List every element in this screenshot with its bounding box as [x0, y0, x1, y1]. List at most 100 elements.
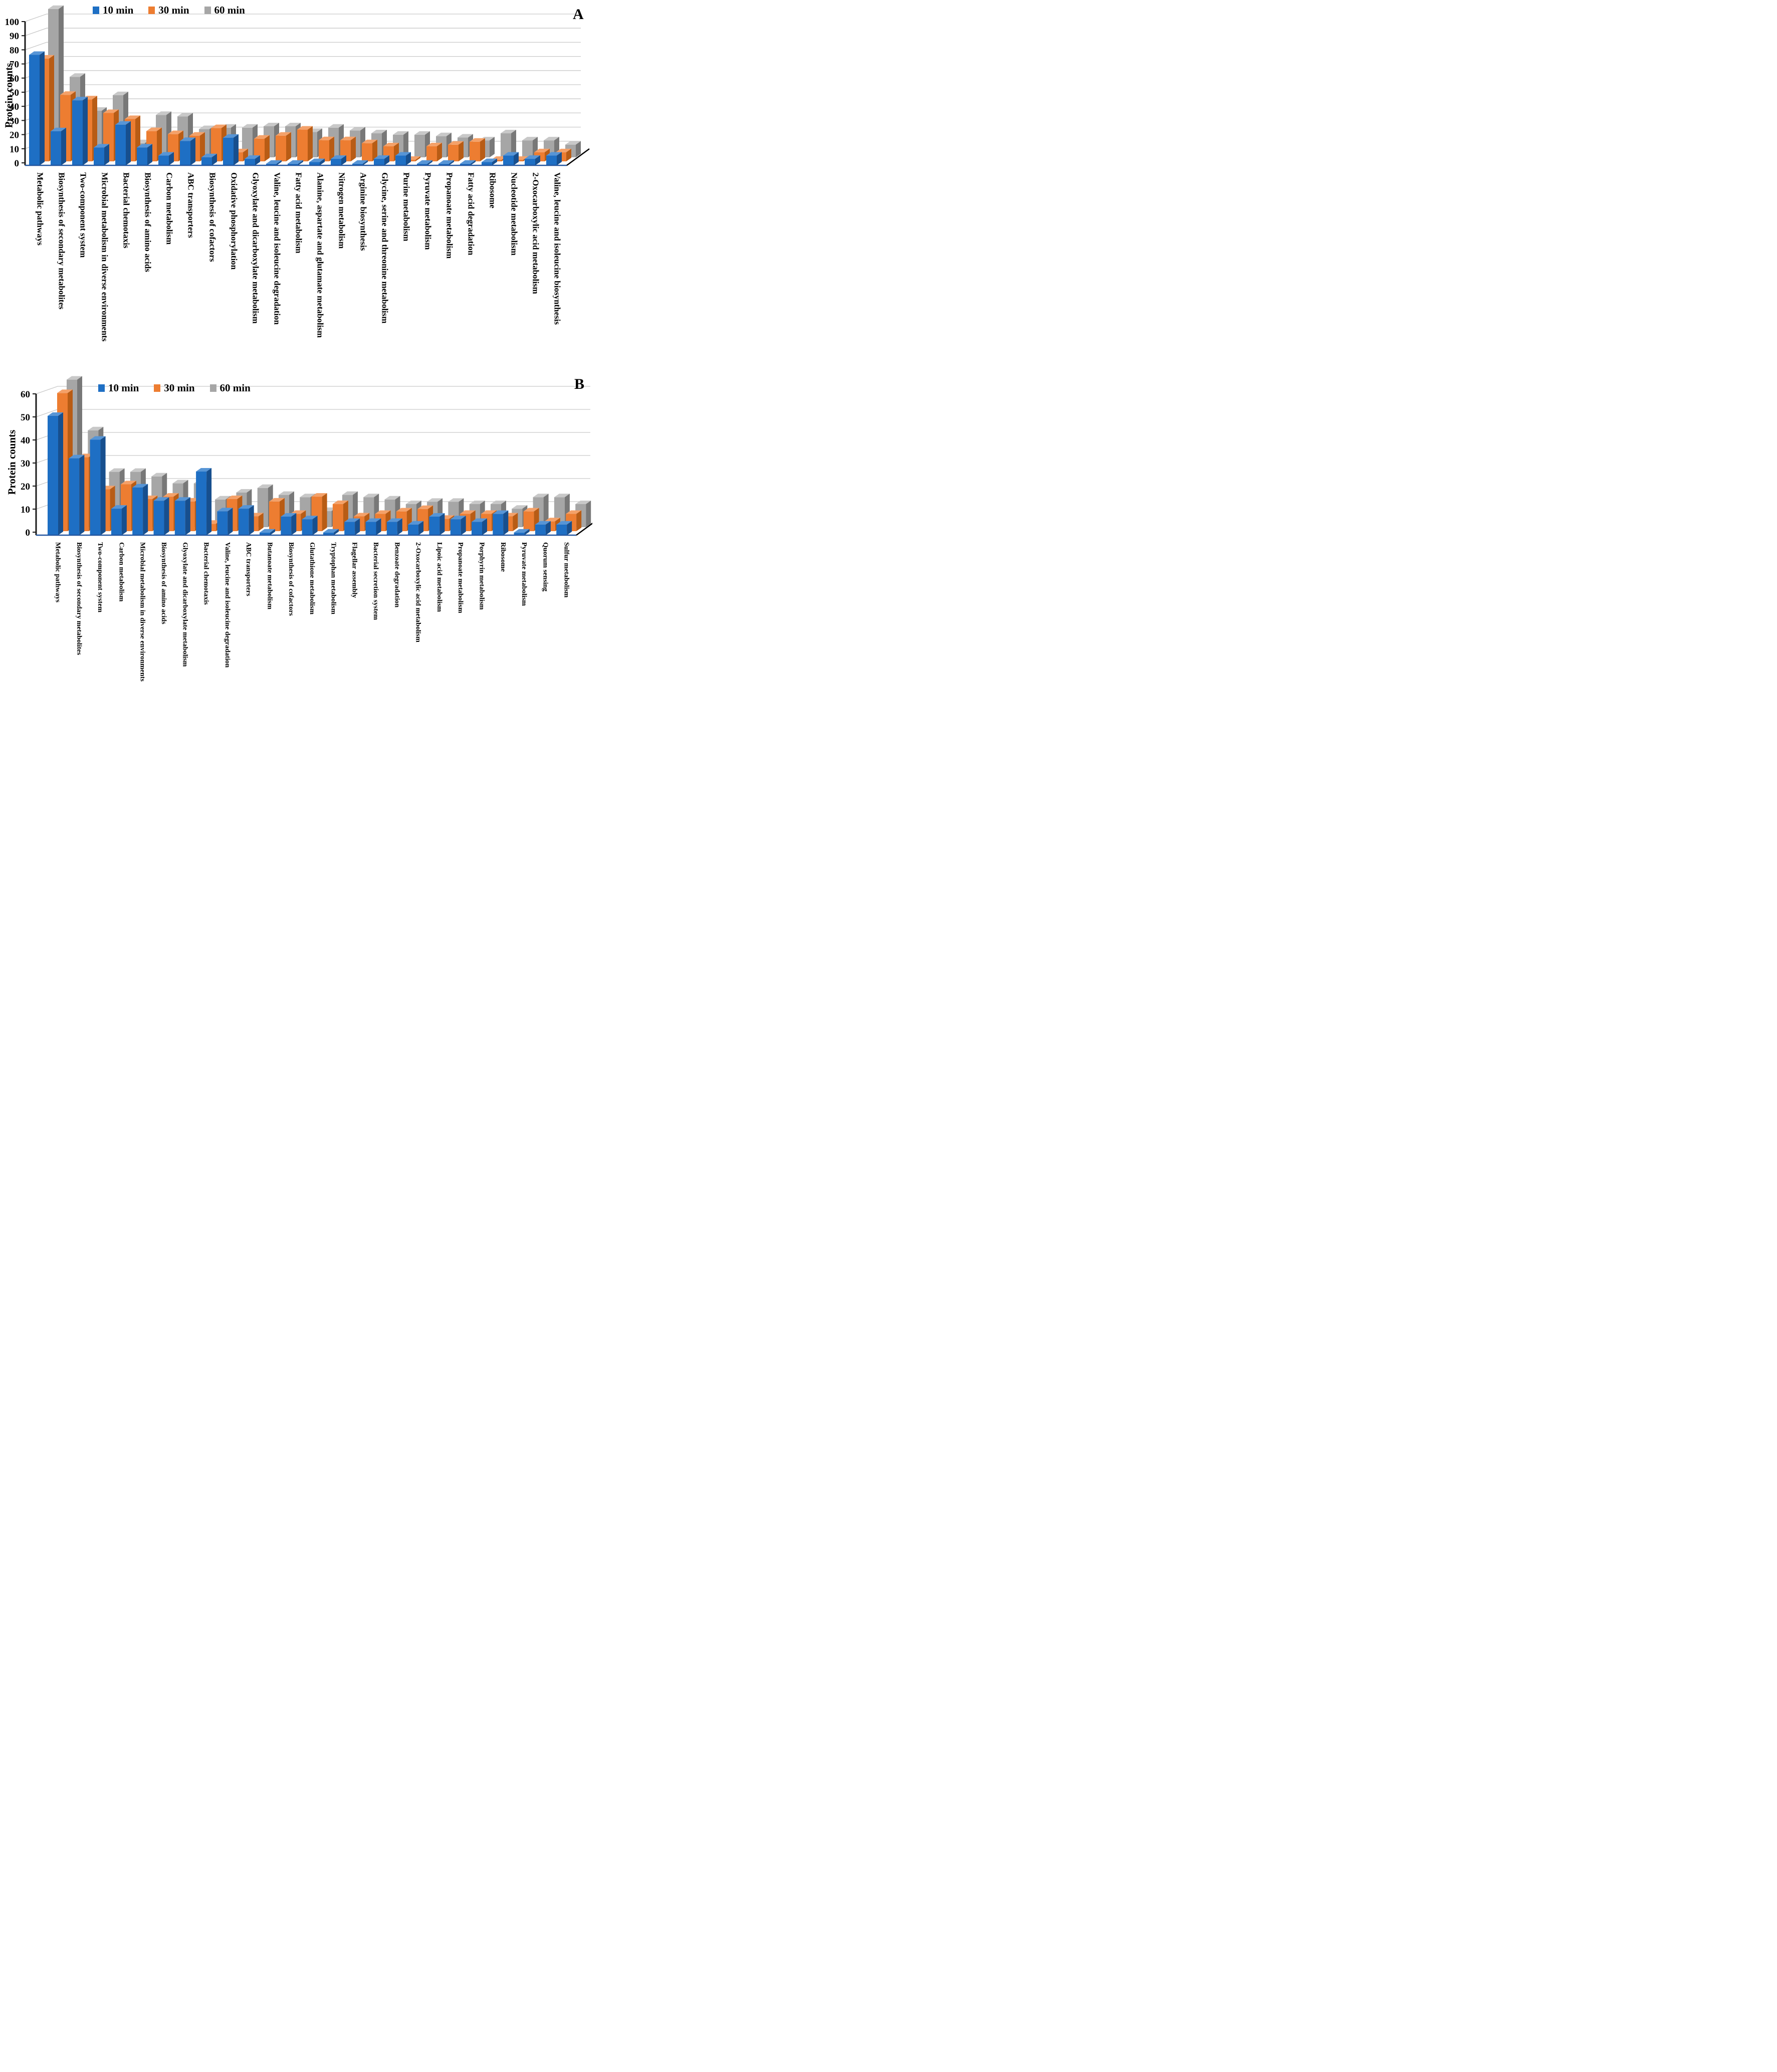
bar-10-min	[174, 497, 190, 535]
legend-label: 60 min	[214, 4, 245, 16]
bar-group	[115, 115, 150, 165]
bar-30-min	[276, 132, 291, 161]
grid-line	[25, 56, 581, 65]
category-label: Arginine biosynthesis	[359, 172, 368, 251]
bar-30-min	[426, 142, 442, 161]
bar-10-min	[429, 513, 445, 535]
bar-group	[503, 137, 538, 165]
bar-10-min	[302, 516, 318, 535]
category-label: 2-Oxocarboxylic acid metabolism	[414, 542, 422, 642]
bar-10-min	[472, 518, 487, 535]
y-tick-label: 0	[26, 528, 31, 538]
legend-label: 60 min	[219, 382, 251, 394]
category-label: Benzoate degradation	[393, 542, 400, 607]
category-label: Propanoate metabolism	[445, 172, 455, 259]
category-label: Biosynthesis of amino acids	[160, 542, 167, 624]
bar-10-min	[344, 518, 360, 535]
bar-10-min	[450, 516, 466, 535]
floor-edge	[566, 148, 590, 166]
bar-group	[514, 494, 549, 535]
panel-label-b: B	[574, 376, 585, 392]
bar-group	[460, 137, 495, 165]
bar-30-min	[297, 126, 313, 161]
grid-line	[36, 386, 590, 394]
category-label: Fatty acid degradation	[467, 172, 476, 256]
y-tick-label: 20	[21, 482, 30, 492]
grid-line	[25, 98, 581, 107]
bar-group	[374, 131, 408, 165]
category-label: Ribosome	[488, 172, 498, 208]
bar-10-min	[223, 134, 239, 165]
category-label: ABC transporters	[245, 542, 252, 596]
bar-10-min	[180, 137, 195, 165]
bar-10-min	[29, 51, 45, 165]
category-label: Glutathione metabolism	[308, 542, 316, 615]
bar-10-min	[201, 153, 217, 165]
panel-label-a: A	[573, 6, 584, 23]
bar-10-min	[111, 505, 127, 535]
y-tick-label: 40	[21, 435, 30, 446]
bar-10-min	[238, 505, 254, 535]
y-axis-title-b: Protein counts	[6, 429, 18, 495]
grid-line	[36, 409, 590, 417]
floor-edge	[576, 522, 592, 536]
legend-label: 10 min	[108, 382, 139, 394]
y-tick-label: 10	[10, 144, 19, 155]
bar-10-min	[374, 155, 389, 165]
y-tick-label: 90	[10, 31, 19, 42]
bar-10-min	[196, 468, 212, 535]
legend-a: 10 min 30 min 60 min	[93, 4, 245, 17]
bar-10-min	[137, 144, 152, 165]
category-label: Valine, leucine and isoleucine degradati…	[224, 542, 231, 668]
bar-10-min	[395, 152, 411, 165]
category-label: Biosynthesis of cofactors	[208, 172, 217, 262]
y-tick-label: 40	[10, 102, 19, 112]
category-label: Carbon metabolism	[165, 172, 174, 245]
category-label: Quorum sensing	[541, 542, 549, 591]
bar-10-min	[323, 529, 339, 535]
legend-swatch-30-min	[148, 7, 155, 14]
bar-10-min	[281, 513, 297, 535]
legend-item: 10 min	[98, 382, 139, 394]
category-label: Porphyrin metabolism	[478, 542, 486, 610]
bar-10-min	[514, 529, 530, 535]
legend-swatch-10-min	[93, 7, 99, 14]
bar-10-min	[365, 518, 381, 535]
y-tick-label: 20	[10, 130, 19, 141]
category-label: Glycine, serine and threonine metabolism	[380, 172, 390, 323]
category-label: Propanoate metabolism	[457, 542, 464, 613]
y-tick-label: 0	[15, 158, 20, 169]
grid-line	[36, 432, 590, 440]
category-label: Metabolic pathways	[54, 542, 62, 603]
legend-swatch-10-min	[98, 384, 105, 392]
bar-10-min	[386, 518, 402, 535]
bar-10-min	[153, 497, 169, 535]
legend-swatch-30-min	[154, 384, 161, 392]
bar-10-min	[556, 521, 572, 535]
legend-swatch-60-min	[209, 384, 216, 392]
bar-10-min	[417, 160, 432, 165]
chart-b-plot: 0 10 20 30 40 50 60 Metabolic pathways Biosynthe…	[21, 376, 592, 681]
legend-swatch-60-min	[204, 7, 211, 14]
bar-10-min	[460, 160, 476, 165]
legend-label: 30 min	[164, 382, 195, 394]
y-tick-label: 60	[21, 389, 30, 400]
category-label: ABC transporters	[186, 172, 196, 238]
category-label: Nucleotide metabolism	[510, 172, 519, 256]
category-label: Bacterial chemotaxis	[122, 172, 131, 249]
bar-group	[395, 131, 430, 165]
bar-group	[29, 5, 64, 165]
panel-b: 0 10 20 30 40 50 60 Metabolic pathways Biosynthe…	[0, 372, 592, 690]
bar-60-min	[501, 130, 516, 157]
category-label: Metabolic pathways	[36, 172, 45, 246]
y-tick-label: 50	[21, 412, 30, 423]
bar-group	[309, 124, 344, 165]
category-label: Bacterial chemotaxis	[202, 542, 210, 605]
bar-10-min	[408, 521, 424, 535]
bar-30-min	[448, 141, 464, 161]
legend-item: 60 min	[204, 4, 245, 17]
category-label: Alanine, aspartate and glutamate metabol…	[316, 172, 325, 338]
category-label: Tryptophan metabolism	[329, 542, 337, 614]
grid-line	[25, 14, 581, 22]
bar-60-min	[414, 131, 430, 157]
